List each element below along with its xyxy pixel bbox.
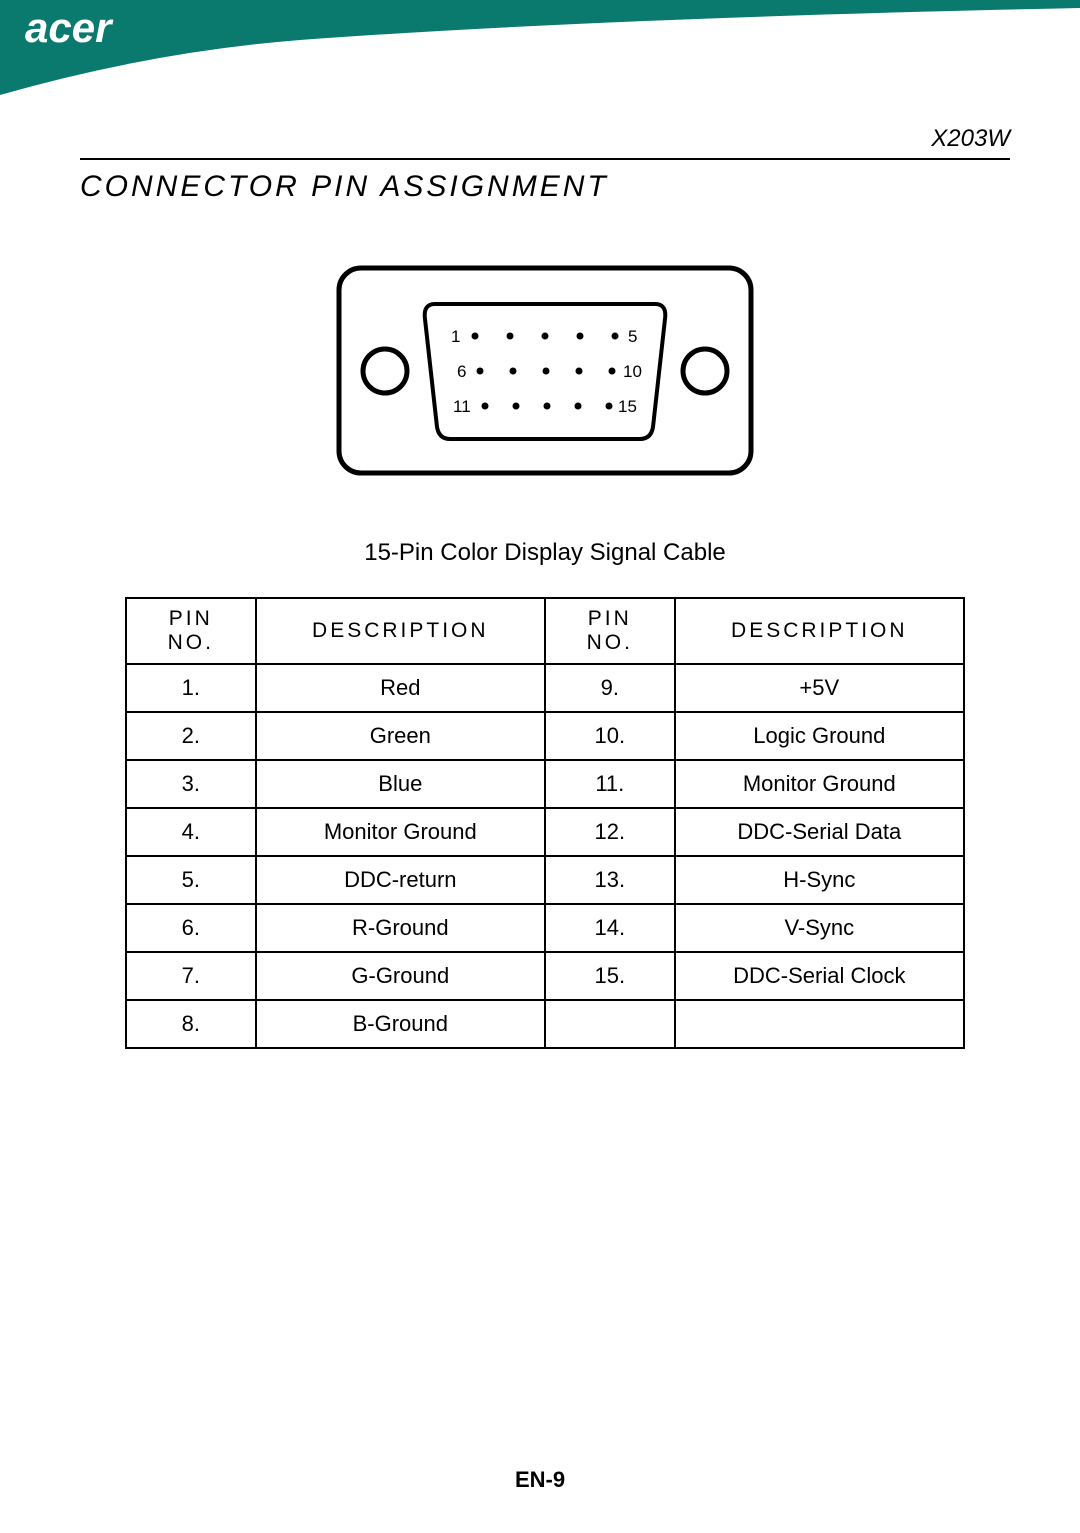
table-header-row: PIN NO. DESCRIPTION PIN NO. DESCRIPTION <box>126 598 964 664</box>
table-cell: +5V <box>675 664 964 712</box>
table-cell: 13. <box>545 856 675 904</box>
table-cell: 12. <box>545 808 675 856</box>
table-cell: H-Sync <box>675 856 964 904</box>
table-cell: R-Ground <box>256 904 545 952</box>
table-row: 1.Red9.+5V <box>126 664 964 712</box>
pin-label-mid-left: 6 <box>457 362 466 381</box>
table-cell: Monitor Ground <box>256 808 545 856</box>
table-row: 5.DDC-return13.H-Sync <box>126 856 964 904</box>
table-cell <box>675 1000 964 1048</box>
header-arc: acer <box>0 0 1080 120</box>
table-cell: 5. <box>126 856 256 904</box>
table-cell: 8. <box>126 1000 256 1048</box>
table-cell: V-Sync <box>675 904 964 952</box>
table-cell: DDC-return <box>256 856 545 904</box>
connector-diagram: 1 5 6 10 11 15 <box>335 264 755 479</box>
page-content: X203W CONNECTOR PIN ASSIGNMENT 1 5 6 10 … <box>80 125 1010 1049</box>
model-label: X203W <box>80 125 1010 153</box>
table-row: 3.Blue11.Monitor Ground <box>126 760 964 808</box>
table-cell: Red <box>256 664 545 712</box>
table-cell: 6. <box>126 904 256 952</box>
table-row: 8.B-Ground <box>126 1000 964 1048</box>
pin-label-top-left: 1 <box>451 327 460 346</box>
table-cell <box>545 1000 675 1048</box>
title-rule <box>80 158 1010 160</box>
table-cell: DDC-Serial Clock <box>675 952 964 1000</box>
table-cell: 4. <box>126 808 256 856</box>
table-cell: Monitor Ground <box>675 760 964 808</box>
table-header: DESCRIPTION <box>675 598 964 664</box>
table-header: DESCRIPTION <box>256 598 545 664</box>
table-cell: Green <box>256 712 545 760</box>
table-cell: 10. <box>545 712 675 760</box>
table-cell: 2. <box>126 712 256 760</box>
table-cell: B-Ground <box>256 1000 545 1048</box>
brand-logo: acer <box>25 4 114 51</box>
table-cell: 14. <box>545 904 675 952</box>
table-row: 6.R-Ground14.V-Sync <box>126 904 964 952</box>
table-row: 4.Monitor Ground12.DDC-Serial Data <box>126 808 964 856</box>
table-cell: 9. <box>545 664 675 712</box>
table-header: PIN NO. <box>126 598 256 664</box>
table-cell: 7. <box>126 952 256 1000</box>
page-number: EN-9 <box>0 1467 1080 1493</box>
table-cell: DDC-Serial Data <box>675 808 964 856</box>
pin-label-mid-right: 10 <box>623 362 642 381</box>
table-cell: Blue <box>256 760 545 808</box>
cable-label: 15-Pin Color Display Signal Cable <box>80 539 1010 567</box>
pin-label-bot-left: 11 <box>453 397 471 416</box>
section-title: CONNECTOR PIN ASSIGNMENT <box>80 170 1010 204</box>
table-cell: Logic Ground <box>675 712 964 760</box>
table-cell: 3. <box>126 760 256 808</box>
pin-label-bot-right: 15 <box>618 397 637 416</box>
table-cell: 11. <box>545 760 675 808</box>
table-cell: G-Ground <box>256 952 545 1000</box>
table-cell: 1. <box>126 664 256 712</box>
pin-label-top-right: 5 <box>628 327 637 346</box>
table-cell: 15. <box>545 952 675 1000</box>
pin-table: PIN NO. DESCRIPTION PIN NO. DESCRIPTION … <box>125 597 965 1049</box>
table-row: 2.Green10.Logic Ground <box>126 712 964 760</box>
table-header: PIN NO. <box>545 598 675 664</box>
table-row: 7.G-Ground15.DDC-Serial Clock <box>126 952 964 1000</box>
